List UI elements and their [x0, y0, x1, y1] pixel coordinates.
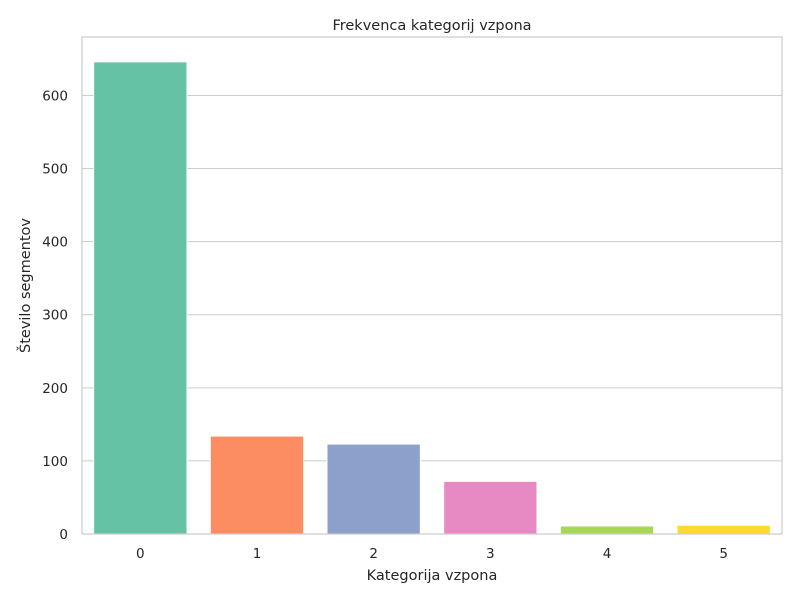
bar-4 [559, 525, 655, 535]
x-tick-label: 4 [603, 546, 612, 562]
x-tick-label: 1 [253, 546, 262, 562]
bar-3 [443, 480, 538, 535]
gridlines [82, 94, 782, 462]
bar-2 [326, 443, 421, 535]
y-tick-label: 200 [42, 381, 68, 397]
x-tick-labels: 0 1 2 3 4 5 [136, 546, 728, 562]
plot-frame [81, 36, 783, 535]
x-tick-label: 3 [486, 546, 495, 562]
y-tick-label: 600 [42, 88, 68, 104]
x-axis-label: Kategorija vzpona [367, 568, 498, 584]
y-tick-label: 500 [42, 162, 68, 178]
x-tick-label: 0 [136, 546, 145, 562]
bars [93, 61, 771, 535]
x-tick-label: 2 [369, 546, 378, 562]
y-tick-labels: 0 100 200 300 400 500 600 [42, 88, 68, 543]
y-tick-label: 300 [42, 308, 68, 324]
x-tick-label: 5 [719, 546, 728, 562]
y-tick-label: 100 [42, 454, 68, 470]
bar-5 [676, 524, 771, 535]
bar-0 [93, 61, 188, 535]
bar-1 [209, 435, 305, 535]
y-tick-label: 400 [42, 235, 68, 251]
y-axis-label: Število segmentov [16, 218, 34, 353]
y-tick-label: 0 [59, 527, 68, 543]
chart-title: Frekvenca kategorij vzpona [332, 18, 531, 34]
